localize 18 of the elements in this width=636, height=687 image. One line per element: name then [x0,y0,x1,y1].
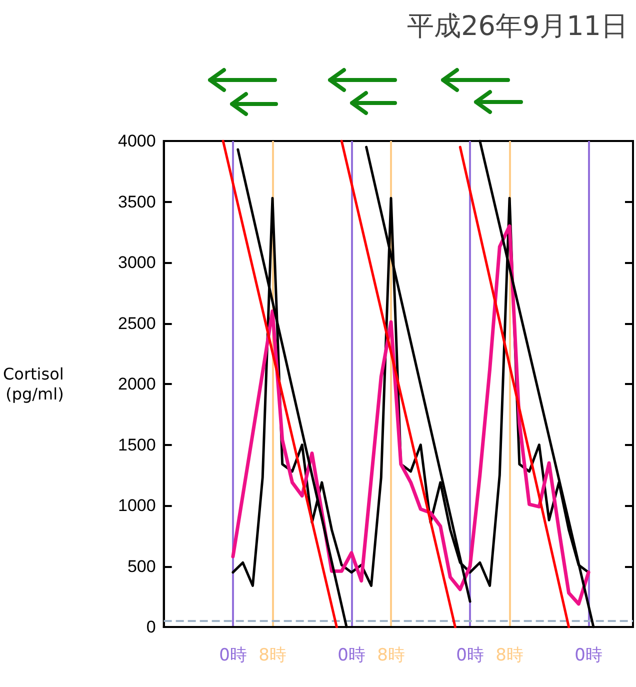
x-tick-label: 0時 [338,646,366,666]
x-tick-label: 0時 [574,646,602,666]
x-tick-label: 0時 [456,646,484,666]
y-tick-label: 3000 [118,253,156,272]
y-tick-label: 2500 [118,314,156,333]
x-tick-label: 8時 [496,646,524,666]
y-tick-label: 500 [127,556,156,576]
y-tick-label: 1000 [118,496,156,515]
y-tick-label: 1500 [118,435,156,454]
text: 平成26年9月11日 [407,10,628,44]
y-tick-label: 2000 [118,374,156,394]
x-tick-label: 8時 [377,646,405,666]
y-tick-label: 0 [146,618,156,636]
y-tick-label: 4000 [118,132,156,150]
x-tick-label: 0時 [219,646,247,666]
y-axis-title: Cortisol (pg/ml) [3,364,64,404]
y-tick-label: 3500 [118,192,156,212]
x-tick-label: 8時 [258,646,286,666]
